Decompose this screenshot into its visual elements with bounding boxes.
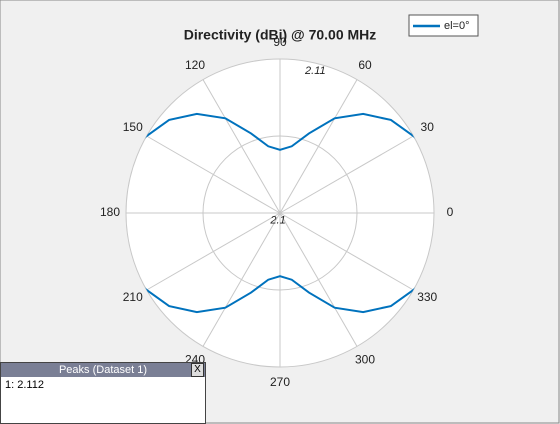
spoke: [146, 135, 281, 214]
angle-label: 300: [355, 352, 375, 366]
spoke: [202, 79, 281, 214]
angle-label: 150: [123, 120, 143, 134]
legend-label: el=0°: [444, 20, 470, 32]
legend-box: [408, 14, 479, 37]
angle-label: 120: [185, 58, 205, 72]
peaks-header: Peaks (Dataset 1) X: [1, 363, 205, 377]
angle-label: 0: [447, 205, 454, 219]
chart-title: Directivity (dBi) @ 70.00 MHz: [184, 27, 377, 43]
angle-label: 30: [421, 120, 435, 134]
series: [126, 112, 434, 314]
angle-label: 270: [270, 375, 290, 389]
angle-label: 180: [100, 205, 120, 219]
spoke: [279, 212, 358, 347]
peaks-title: Peaks (Dataset 1): [58, 364, 148, 376]
angle-label: 60: [358, 58, 372, 72]
angle-label: 90: [273, 35, 287, 49]
spoke: [279, 79, 358, 214]
angle-label: 210: [123, 290, 143, 304]
close-button[interactable]: X: [191, 363, 204, 377]
peak-row: 1: 2.112: [5, 379, 44, 391]
spoke: [202, 212, 281, 347]
pattern-line: [126, 112, 434, 314]
spoke: [146, 212, 281, 291]
r-tick-label: 2.11: [304, 65, 326, 77]
spoke: [279, 212, 414, 291]
spoke: [279, 135, 414, 214]
r-tick-label: 2.1: [269, 215, 285, 227]
peaks-panel: Peaks (Dataset 1) X 1: 2.112: [0, 362, 206, 424]
angle-label: 330: [417, 290, 437, 304]
